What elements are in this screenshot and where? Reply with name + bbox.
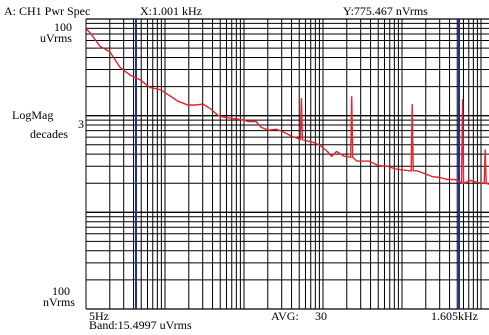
y-marker-readout: Y:775.467 nVrms xyxy=(343,4,428,18)
avg-value: 30 xyxy=(315,309,327,323)
x-start-label: 5Hz xyxy=(89,309,109,323)
channel-label: A: CH1 Pwr Spec xyxy=(4,4,91,18)
x-marker-readout: X:1.001 kHz xyxy=(140,4,202,18)
y-top-unit: uVrms xyxy=(40,31,72,45)
avg-label: AVG: xyxy=(271,309,299,323)
marker-lines xyxy=(135,19,460,309)
y-bottom-value: 100 xyxy=(52,284,70,298)
y-top-value: 100 xyxy=(54,20,72,34)
y-bottom-unit: nVrms xyxy=(43,295,75,309)
spectrum-trace xyxy=(85,28,489,185)
y-mid-label: 3 xyxy=(78,117,84,131)
band-readout: Band:15.4997 uVrms xyxy=(89,318,192,332)
plot-grid xyxy=(85,18,489,310)
x-end-label: 1.605kHz xyxy=(431,309,478,323)
y-scale-label: LogMag xyxy=(12,108,54,122)
y-scale-unit: decades xyxy=(30,127,68,141)
